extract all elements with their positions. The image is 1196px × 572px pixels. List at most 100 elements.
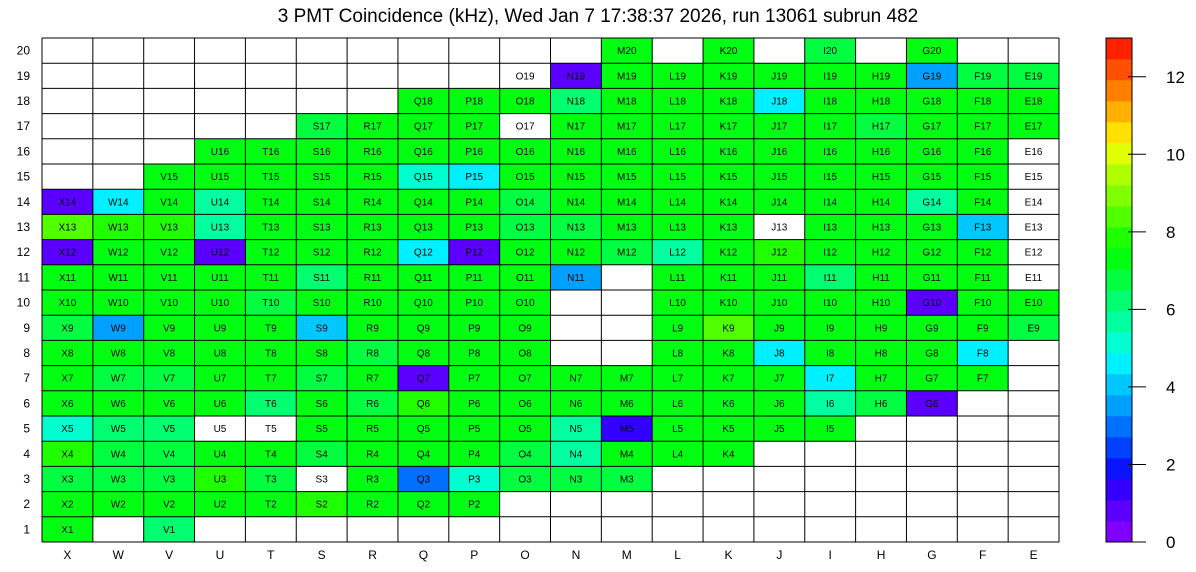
heatmap-cell (703, 264, 754, 290)
cell-label: T8 (265, 349, 277, 360)
heatmap-cell (1008, 63, 1059, 89)
heatmap-cell (804, 113, 856, 139)
heatmap-cell (194, 315, 246, 341)
cell-label: E10 (1025, 298, 1043, 309)
heatmap-cell (397, 138, 449, 164)
cell-label: H12 (872, 248, 891, 259)
heatmap-cell (601, 239, 653, 265)
cell-label: S13 (313, 223, 331, 234)
cell-label: R9 (366, 323, 379, 334)
cell-label: G17 (922, 122, 941, 133)
cell-label: E16 (1025, 147, 1043, 158)
heatmap-cell (194, 290, 246, 316)
cell-label: R10 (363, 298, 382, 309)
cell-label: W6 (111, 399, 126, 410)
palette-swatch (1106, 101, 1132, 123)
cell-label: I12 (823, 248, 837, 259)
cell-label: M15 (617, 172, 637, 183)
cell-label: G10 (922, 298, 941, 309)
cell-label: N11 (567, 273, 585, 284)
heatmap-cell (703, 138, 754, 164)
cell-label: J19 (771, 71, 788, 82)
cell-label: P4 (468, 449, 481, 460)
heatmap-cell (42, 516, 93, 542)
cell-label: M20 (617, 46, 637, 57)
x-tick-label: U (216, 548, 225, 562)
heatmap-cell (296, 365, 348, 391)
heatmap-cell (448, 264, 500, 290)
heatmap-cell (143, 189, 195, 215)
cell-label: P11 (466, 273, 483, 284)
heatmap-cell (347, 441, 398, 467)
heatmap-cell (42, 340, 93, 366)
cell-label: M7 (620, 374, 634, 385)
cell-label: L13 (669, 223, 686, 234)
heatmap-cell (652, 315, 704, 341)
heatmap-cell (804, 315, 856, 341)
cell-label: X8 (61, 349, 74, 360)
heatmap-cell (194, 340, 246, 366)
cell-label: P8 (468, 349, 481, 360)
cell-label: Q2 (417, 500, 431, 511)
cell-label: W3 (111, 475, 126, 486)
cell-label: M14 (617, 197, 637, 208)
cell-label: S3 (316, 475, 329, 486)
heatmap-cell (652, 441, 704, 467)
cell-label: L15 (669, 172, 686, 183)
cell-label: T7 (265, 374, 277, 385)
heatmap-cell (397, 113, 449, 139)
palette-swatch (1106, 500, 1132, 522)
heatmap-cell (753, 113, 805, 139)
heatmap-cell (957, 315, 1009, 341)
cell-label: L19 (669, 71, 686, 82)
heatmap-cell (703, 164, 754, 190)
heatmap-cell (703, 416, 754, 442)
heatmap-cell (550, 63, 602, 89)
heatmap-cell (957, 164, 1009, 190)
cell-label: K10 (720, 298, 738, 309)
heatmap-cell (550, 88, 602, 114)
cell-label: T15 (262, 172, 280, 183)
heatmap-cell (906, 63, 958, 89)
palette-tick-label: 10 (1166, 145, 1185, 164)
heatmap-cell (42, 239, 93, 265)
heatmap-cell (906, 189, 958, 215)
cell-label: O3 (518, 475, 532, 486)
cell-label: F19 (974, 71, 992, 82)
heatmap-cell (347, 164, 398, 190)
cell-label: Q18 (414, 97, 433, 108)
cell-label: P9 (468, 323, 481, 334)
palette-frame (1105, 37, 1133, 543)
cell-label: O15 (516, 172, 535, 183)
heatmap-cell (499, 63, 551, 89)
heatmap-cell (347, 365, 398, 391)
cell-label: T3 (265, 475, 277, 486)
x-tick-label: W (113, 548, 125, 562)
heatmap-cell (1008, 214, 1059, 240)
heatmap-cell (448, 390, 500, 416)
palette-swatch (1106, 458, 1132, 480)
cell-label: R17 (363, 122, 382, 133)
y-tick-label: 1 (23, 522, 30, 536)
heatmap-cell (906, 365, 958, 391)
palette-swatch (1106, 122, 1132, 144)
heatmap-cell (397, 264, 449, 290)
palette-swatch (1106, 353, 1132, 375)
cell-label: U2 (214, 500, 227, 511)
heatmap-cell (753, 138, 805, 164)
heatmap-cell (703, 38, 754, 64)
heatmap-cell (499, 390, 551, 416)
x-tick-label: P (470, 548, 478, 562)
heatmap-cell (194, 491, 246, 517)
heatmap-cell (804, 189, 856, 215)
heatmap-cell (703, 63, 754, 89)
cell-label: T9 (265, 323, 277, 334)
heatmap-cell (92, 290, 144, 316)
palette-swatch (1106, 416, 1132, 438)
heatmap-cell (652, 264, 704, 290)
palette-swatch (1106, 38, 1132, 60)
cell-label: R6 (366, 399, 379, 410)
heatmap-cell (448, 441, 500, 467)
heatmap-cell (42, 214, 93, 240)
heatmap-cell (957, 365, 1009, 391)
